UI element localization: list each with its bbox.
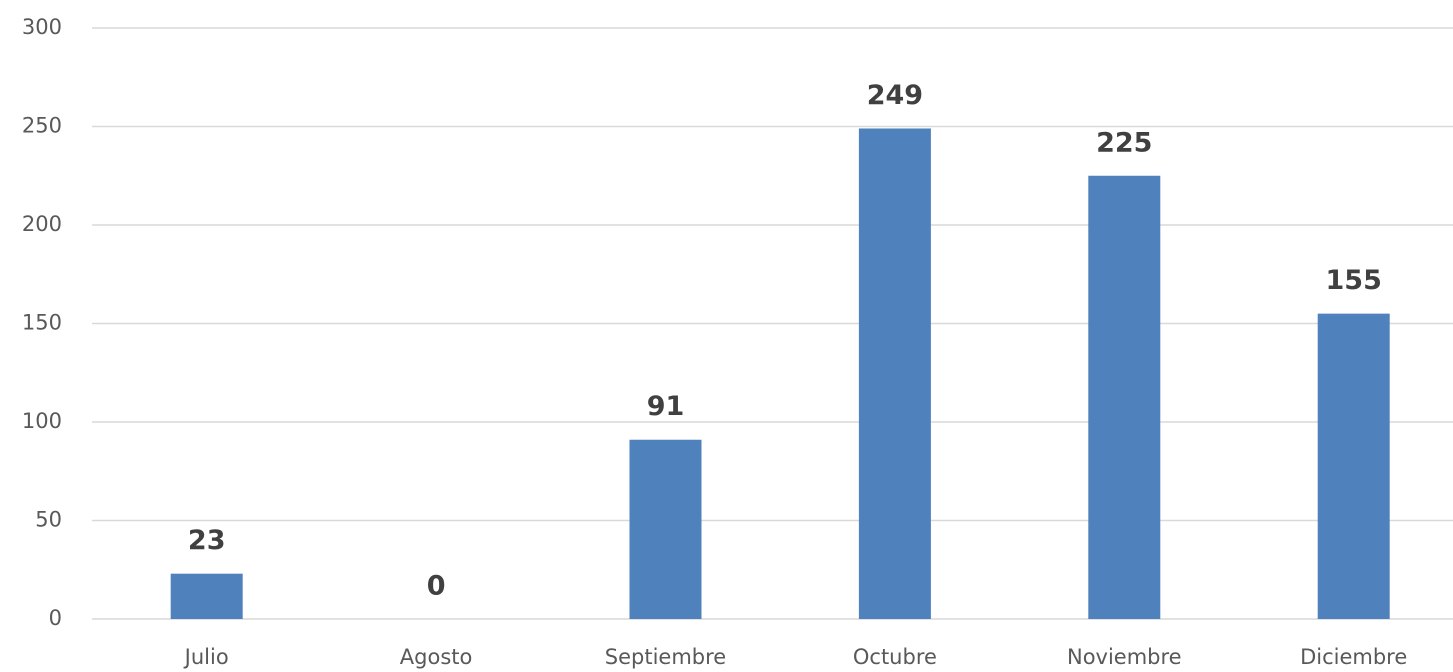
data-label: 249 xyxy=(867,80,923,111)
x-tick-label: Noviembre xyxy=(1067,645,1182,669)
y-tick-label: 100 xyxy=(22,409,62,433)
x-tick-label: Agosto xyxy=(400,645,473,669)
data-label: 0 xyxy=(427,571,446,602)
bar xyxy=(629,439,702,619)
x-tick-label: Septiembre xyxy=(605,645,726,669)
y-tick-label: 250 xyxy=(22,114,62,138)
data-label: 225 xyxy=(1096,127,1152,158)
bar xyxy=(1088,175,1161,619)
x-tick-label: Julio xyxy=(183,645,229,669)
x-tick-label: Diciembre xyxy=(1300,645,1407,669)
bar xyxy=(170,573,243,619)
data-label: 91 xyxy=(647,391,685,422)
y-tick-label: 200 xyxy=(22,212,62,236)
data-label: 155 xyxy=(1326,265,1382,296)
bar xyxy=(1317,313,1390,619)
bar xyxy=(858,128,931,619)
y-tick-label: 150 xyxy=(22,311,62,335)
x-tick-label: Octubre xyxy=(853,645,937,669)
y-tick-label: 300 xyxy=(22,15,62,39)
y-tick-label: 50 xyxy=(35,508,62,532)
y-tick-label: 0 xyxy=(49,606,62,630)
data-label: 23 xyxy=(188,525,226,556)
